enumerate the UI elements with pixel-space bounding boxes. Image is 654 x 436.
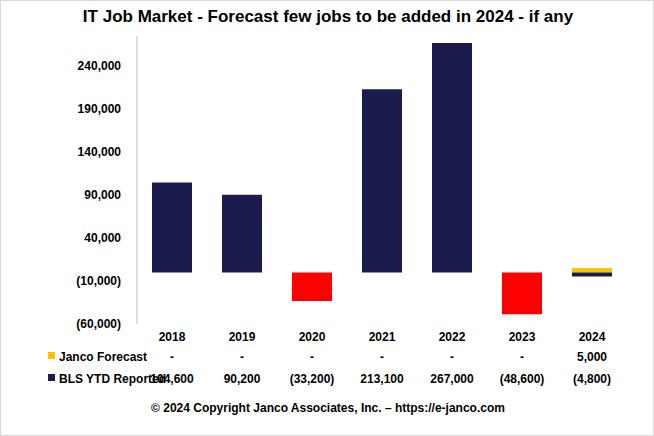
svg-text:2024: 2024 [579,330,606,344]
svg-text:240,000: 240,000 [78,59,122,73]
svg-text:(60,000): (60,000) [76,317,121,331]
svg-text:2022: 2022 [439,330,466,344]
svg-text:(10,000): (10,000) [76,274,121,288]
svg-text:(4,800): (4,800) [573,372,611,386]
svg-text:2018: 2018 [159,330,186,344]
svg-text:-: - [520,350,524,364]
svg-text:40,000: 40,000 [84,231,121,245]
svg-text:Janco Forecast: Janco Forecast [59,350,147,364]
svg-text:(33,200): (33,200) [290,372,335,386]
html-text:IT Job Market - Forecast few j: IT Job Market - Forecast few jobs to be … [82,7,574,26]
svg-text:190,000: 190,000 [78,102,122,116]
svg-text:267,000: 267,000 [430,372,474,386]
svg-text:90,200: 90,200 [224,372,261,386]
svg-text:2020: 2020 [299,330,326,344]
svg-text:2023: 2023 [509,330,536,344]
svg-text:2021: 2021 [369,330,396,344]
svg-text:(48,600): (48,600) [500,372,545,386]
svg-text:104,600: 104,600 [150,372,194,386]
svg-text:-: - [310,350,314,364]
svg-text:BLS YTD Reported: BLS YTD Reported [59,372,166,386]
svg-text:90,000: 90,000 [84,188,121,202]
svg-text:213,100: 213,100 [360,372,404,386]
svg-text:5,000: 5,000 [577,350,607,364]
svg-text:-: - [380,350,384,364]
svg-text:-: - [170,350,174,364]
svg-text:-: - [450,350,454,364]
svg-text:-: - [240,350,244,364]
svg-text:140,000: 140,000 [78,145,122,159]
html-text:© 2024 Copyright Janco Associa: © 2024 Copyright Janco Associates, Inc. … [151,401,505,415]
svg-text:2019: 2019 [229,330,256,344]
